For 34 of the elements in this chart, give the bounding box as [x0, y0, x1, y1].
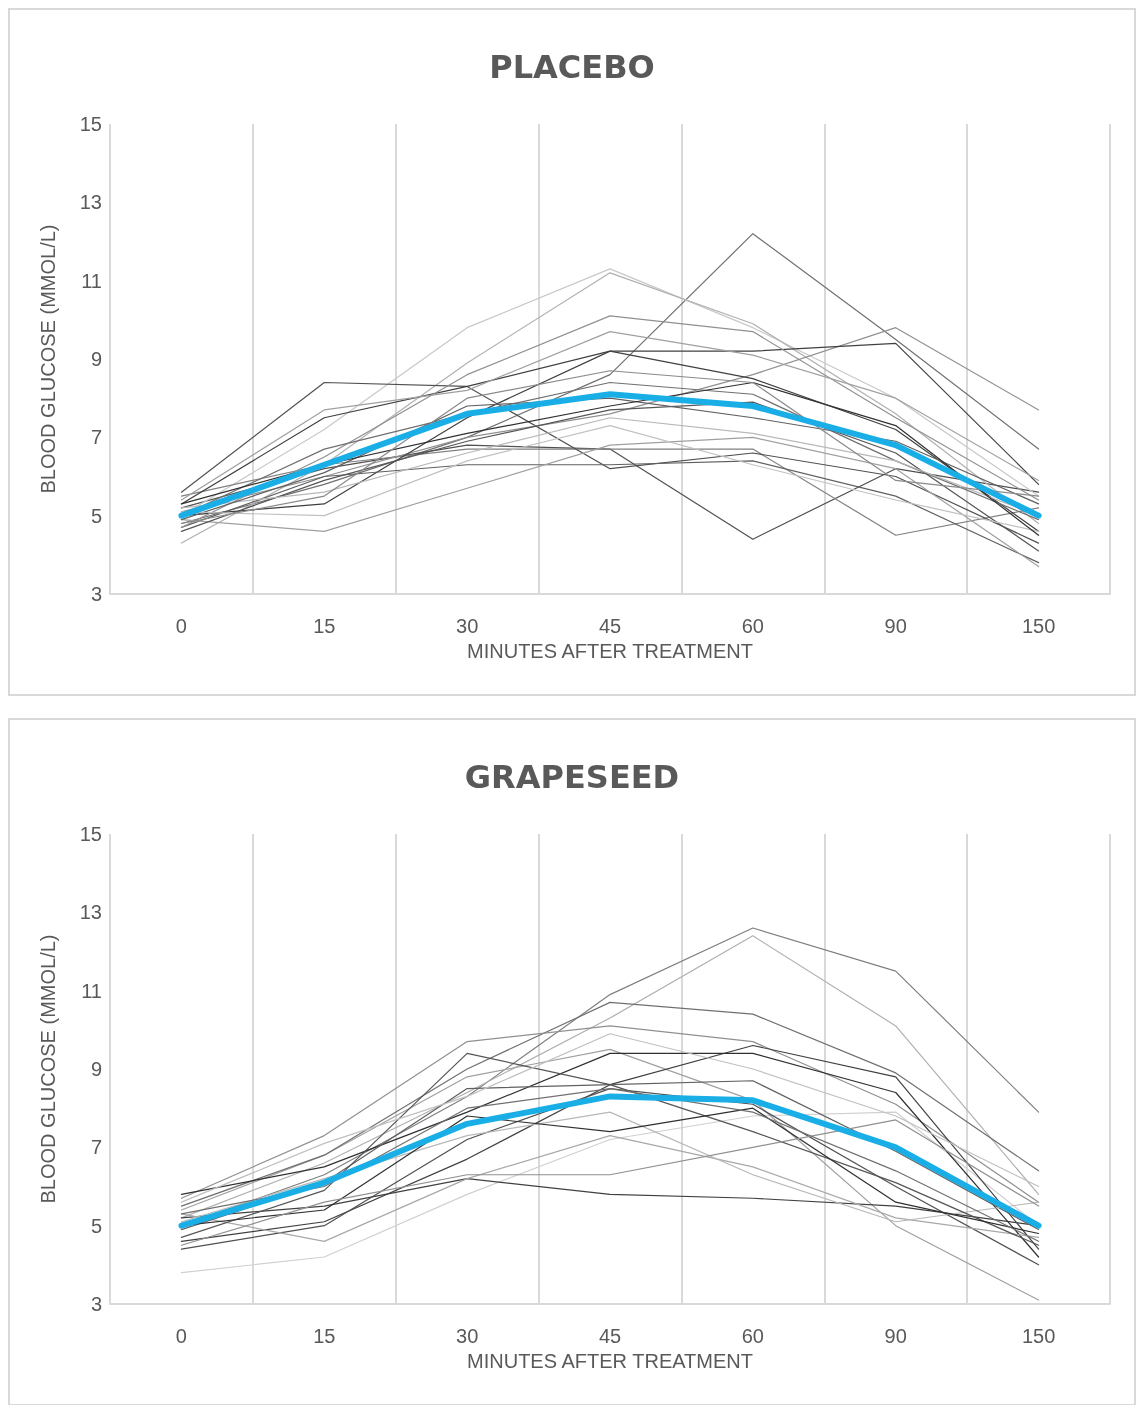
x-tick-label: 60: [741, 615, 764, 637]
y-axis-title: BLOOD GLUCOSE (MMOL/L): [37, 224, 59, 494]
y-tick-label: 13: [79, 191, 102, 214]
x-tick-label: 90: [884, 615, 907, 637]
x-tick-label: 45: [598, 615, 622, 637]
y-tick-label: 11: [81, 979, 102, 1002]
x-tick-label: 60: [741, 1325, 764, 1347]
chart-title: GRAPESEED: [464, 758, 680, 796]
x-tick-label: 30: [456, 1325, 479, 1347]
x-tick-label: 30: [456, 615, 479, 637]
y-tick-label: 7: [90, 1136, 102, 1159]
x-tick-label: 0: [175, 615, 187, 637]
y-tick-label: 7: [90, 426, 102, 449]
x-axis-title: MINUTES AFTER TREATMENT: [467, 639, 753, 662]
x-tick-label: 150: [1021, 615, 1056, 637]
y-tick-label: 3: [90, 1293, 102, 1315]
y-tick-label: 3: [90, 583, 102, 605]
x-tick-label: 150: [1021, 1325, 1056, 1347]
y-tick-label: 5: [90, 1214, 102, 1237]
y-tick-label: 9: [90, 348, 102, 370]
x-tick-label: 45: [598, 1325, 622, 1347]
y-tick-label: 5: [90, 504, 102, 527]
x-axis-title: MINUTES AFTER TREATMENT: [467, 1349, 753, 1372]
y-tick-label: 11: [81, 269, 102, 292]
chart-title: PLACEBO: [489, 48, 655, 86]
y-tick-label: 9: [90, 1058, 102, 1080]
x-tick-label: 15: [313, 1325, 336, 1347]
y-tick-label: 15: [79, 823, 102, 845]
x-tick-label: 15: [313, 615, 336, 637]
y-axis-title: BLOOD GLUCOSE (MMOL/L): [37, 934, 59, 1204]
y-tick-label: 13: [79, 901, 102, 924]
y-tick-label: 15: [79, 113, 102, 135]
x-tick-label: 0: [175, 1325, 187, 1347]
x-tick-label: 90: [884, 1325, 907, 1347]
